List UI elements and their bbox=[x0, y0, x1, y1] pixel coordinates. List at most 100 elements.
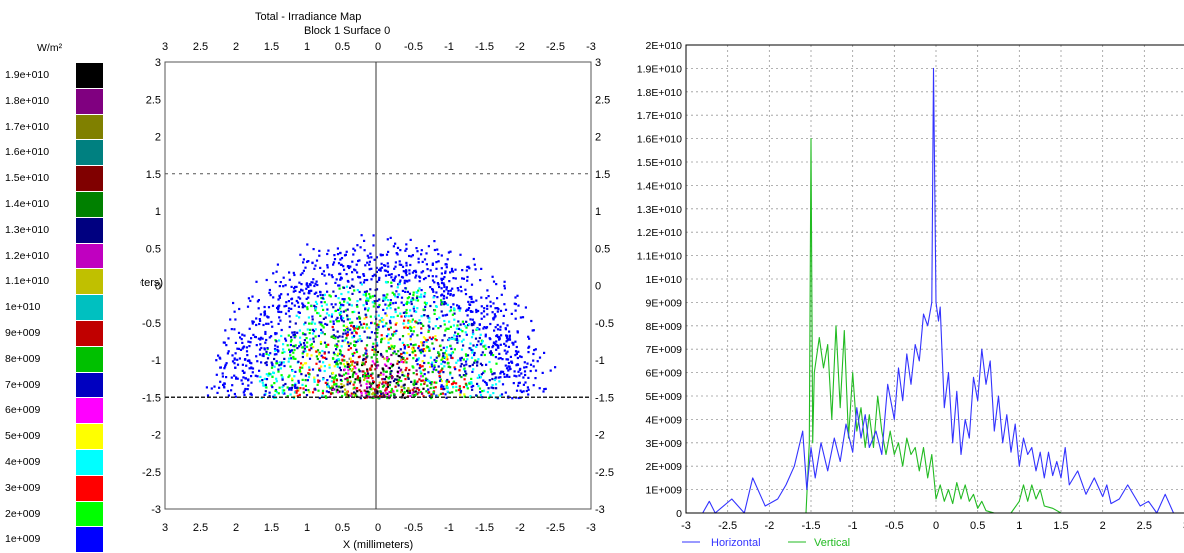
irradiance-point bbox=[400, 353, 403, 356]
irradiance-point bbox=[366, 278, 369, 282]
irradiance-point bbox=[257, 299, 260, 302]
irradiance-point bbox=[436, 248, 439, 251]
irradiance-point bbox=[465, 372, 468, 375]
irradiance-point bbox=[344, 253, 347, 256]
irradiance-point bbox=[270, 366, 274, 369]
irradiance-point bbox=[492, 341, 495, 344]
x-tick-bottom: 0.5 bbox=[335, 522, 350, 534]
irradiance-point bbox=[292, 344, 295, 348]
irradiance-point bbox=[280, 374, 283, 377]
irradiance-point bbox=[267, 316, 270, 319]
irradiance-point bbox=[486, 313, 489, 316]
irradiance-point bbox=[219, 366, 222, 369]
irradiance-point bbox=[379, 267, 382, 270]
irradiance-point bbox=[302, 303, 305, 306]
irradiance-point bbox=[500, 334, 503, 337]
irradiance-point bbox=[305, 337, 308, 340]
irradiance-point bbox=[352, 247, 355, 250]
irradiance-point bbox=[497, 308, 500, 311]
irradiance-point bbox=[349, 342, 352, 345]
irradiance-point bbox=[401, 265, 405, 268]
irradiance-point bbox=[259, 319, 262, 322]
irradiance-point bbox=[468, 382, 471, 385]
irradiance-point bbox=[307, 316, 310, 319]
irradiance-point bbox=[293, 287, 296, 290]
irradiance-point bbox=[342, 355, 346, 358]
irradiance-point bbox=[233, 362, 236, 365]
irradiance-point bbox=[339, 278, 342, 281]
irradiance-point bbox=[504, 308, 508, 311]
irradiance-point bbox=[365, 377, 368, 380]
irradiance-point bbox=[367, 297, 370, 300]
irradiance-point bbox=[341, 359, 344, 362]
irradiance-point bbox=[282, 348, 285, 351]
irradiance-point bbox=[351, 292, 354, 295]
irradiance-point bbox=[433, 366, 436, 369]
irradiance-point bbox=[322, 361, 325, 364]
irradiance-point bbox=[492, 318, 495, 321]
irradiance-point bbox=[497, 344, 500, 347]
x-tick-label: -1.5 bbox=[802, 520, 821, 532]
irradiance-point bbox=[408, 254, 411, 258]
irradiance-point bbox=[409, 335, 412, 338]
irradiance-point bbox=[410, 255, 413, 258]
irradiance-point bbox=[349, 357, 352, 360]
irradiance-point bbox=[454, 277, 457, 280]
irradiance-point bbox=[417, 257, 420, 260]
irradiance-point bbox=[424, 349, 427, 352]
irradiance-point bbox=[294, 289, 297, 292]
irradiance-map: 332.52.5221.51.5110.50.500-0.5-0.5-1-1-1… bbox=[140, 41, 614, 551]
irradiance-point bbox=[400, 263, 403, 266]
irradiance-point bbox=[413, 310, 416, 313]
y-axis-label: Y (millimeters) bbox=[140, 277, 163, 289]
irradiance-point bbox=[265, 363, 268, 367]
irradiance-point bbox=[443, 276, 446, 279]
irradiance-point bbox=[346, 314, 349, 317]
irradiance-point bbox=[296, 331, 299, 334]
x-tick-bottom: 1.5 bbox=[264, 522, 279, 534]
irradiance-point bbox=[301, 302, 304, 305]
irradiance-point bbox=[455, 361, 458, 364]
irradiance-point bbox=[497, 376, 500, 379]
irradiance-point bbox=[503, 373, 506, 376]
irradiance-point bbox=[423, 361, 426, 365]
irradiance-point bbox=[265, 322, 268, 325]
irradiance-point bbox=[341, 335, 344, 338]
irradiance-point bbox=[326, 264, 329, 267]
irradiance-point bbox=[375, 288, 379, 291]
irradiance-point bbox=[325, 344, 328, 347]
irradiance-point bbox=[263, 312, 267, 315]
irradiance-point bbox=[479, 279, 482, 282]
irradiance-point bbox=[494, 383, 498, 386]
irradiance-point bbox=[277, 307, 280, 311]
irradiance-point bbox=[393, 345, 396, 348]
irradiance-point bbox=[503, 375, 506, 378]
irradiance-point bbox=[434, 386, 437, 389]
irradiance-point bbox=[428, 326, 431, 329]
irradiance-point bbox=[366, 309, 370, 312]
irradiance-point bbox=[379, 371, 383, 374]
irradiance-point bbox=[287, 375, 290, 379]
irradiance-point bbox=[316, 311, 319, 315]
irradiance-point bbox=[371, 382, 375, 385]
irradiance-point bbox=[390, 276, 393, 279]
irradiance-point bbox=[320, 321, 323, 324]
irradiance-point bbox=[474, 359, 477, 362]
irradiance-point bbox=[420, 253, 423, 256]
irradiance-point bbox=[492, 354, 495, 357]
irradiance-point bbox=[386, 293, 389, 296]
irradiance-point bbox=[417, 345, 421, 348]
irradiance-point bbox=[363, 330, 366, 333]
irradiance-point bbox=[431, 275, 434, 278]
irradiance-point bbox=[248, 327, 251, 330]
irradiance-point bbox=[442, 282, 445, 285]
irradiance-point bbox=[306, 260, 309, 263]
irradiance-point bbox=[318, 360, 321, 363]
irradiance-point bbox=[366, 380, 369, 383]
irradiance-point bbox=[364, 307, 367, 310]
irradiance-point bbox=[494, 326, 497, 329]
irradiance-point bbox=[415, 310, 418, 313]
x-tick-label: -0.5 bbox=[885, 520, 904, 532]
y-tick-label: 1.8E+010 bbox=[637, 87, 682, 99]
irradiance-point bbox=[341, 374, 344, 377]
